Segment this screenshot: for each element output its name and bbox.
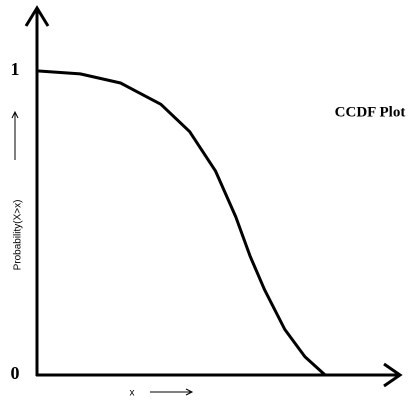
label-arrows [11,110,194,396]
xlabel-arrowhead [185,388,194,396]
y-axis-label: Probability(X>x) [13,200,24,271]
x-axis-label: x [130,388,135,399]
y-axis-arrow [24,5,50,27]
x-axis-arrow [383,362,403,388]
axes [24,5,403,388]
chart-title: CCDF Plot [335,104,406,120]
y-tick-label: 0 [11,363,20,383]
y-tick-label: 1 [11,59,20,79]
ccdf-curve [36,69,327,377]
ylabel-arrowhead [11,110,19,119]
